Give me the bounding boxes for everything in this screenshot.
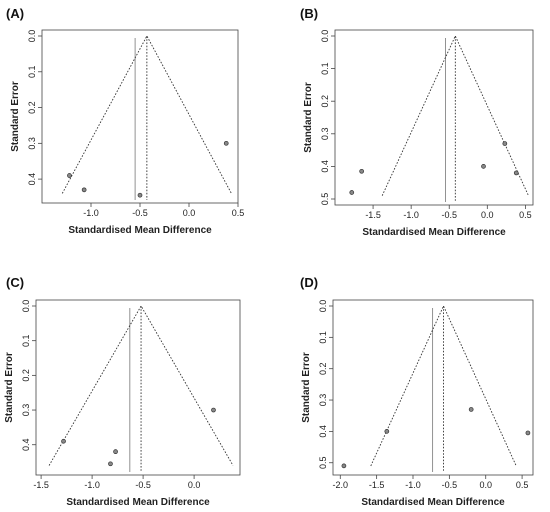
y-tick-label: 0.2 — [21, 369, 31, 382]
study-point — [61, 438, 66, 444]
x-tick-label: -1.0 — [405, 480, 421, 490]
study-point — [349, 190, 355, 195]
study-point — [211, 407, 216, 413]
study-point — [223, 140, 229, 146]
y-tick-label: 0.4 — [21, 438, 31, 451]
x-tick-label: 0.0 — [183, 208, 196, 218]
x-axis-title: Standardised Mean Difference — [68, 225, 212, 236]
funnel-boundary — [370, 304, 517, 467]
study-point — [67, 173, 72, 178]
y-tick-label: 0.3 — [318, 394, 328, 407]
x-tick-label: 0.0 — [481, 210, 494, 220]
y-tick-label: 0.0 — [27, 30, 37, 43]
study-point — [502, 141, 508, 146]
x-tick-label: -1.0 — [84, 480, 100, 490]
y-tick-label: 0.1 — [318, 331, 328, 344]
x-tick-label: -1.5 — [365, 210, 381, 220]
panel-label: (A) — [6, 6, 24, 21]
study-point — [481, 164, 486, 169]
y-tick-label: 0.4 — [27, 173, 37, 186]
x-tick-label: -1.5 — [33, 480, 49, 490]
x-axis-title: Standardised Mean Difference — [362, 227, 506, 238]
y-axis-title: Standard Error — [4, 352, 15, 423]
y-tick-label: 0.2 — [318, 362, 328, 375]
y-tick-label: 0.1 — [27, 66, 37, 79]
x-tick-label: -2.0 — [333, 480, 349, 490]
funnel-boundary — [48, 305, 234, 466]
x-axis-title: Standardised Mean Difference — [361, 497, 505, 508]
y-tick-label: 0.4 — [320, 160, 330, 173]
y-tick-label: 0.0 — [320, 30, 330, 43]
plot-frame — [334, 29, 534, 206]
study-point — [384, 429, 390, 434]
y-tick-label: 0.2 — [320, 95, 330, 108]
plot-frame — [35, 299, 241, 476]
x-axis-title: Standardised Mean Difference — [66, 497, 210, 508]
y-tick-label: 0.3 — [27, 137, 37, 150]
study-point — [108, 461, 113, 467]
panel-label: (B) — [300, 6, 318, 21]
plot-frame — [41, 29, 239, 204]
study-point — [468, 407, 474, 412]
y-tick-label: 0.0 — [21, 300, 31, 313]
study-point — [137, 192, 143, 198]
y-tick-label: 0.1 — [21, 334, 31, 347]
x-tick-label: 0.5 — [519, 210, 532, 220]
x-tick-label: -0.5 — [441, 210, 457, 220]
funnel-plot-panel-a: (A) -1.0 -0.5 0.0 0.5 0.0 0.1 0.2 0.3 0.4 Standard… — [6, 6, 244, 236]
y-tick-label: 0.5 — [320, 193, 330, 206]
y-axis-title: Standard Error — [10, 81, 21, 152]
funnel-boundary — [61, 35, 232, 194]
y-tick-label: 0.3 — [21, 404, 31, 417]
y-tick-label: 0.5 — [318, 456, 328, 469]
x-tick-label: 0.5 — [516, 480, 529, 490]
x-tick-label: 0.5 — [232, 208, 245, 218]
x-tick-label: -1.0 — [403, 210, 419, 220]
study-point — [341, 463, 347, 469]
y-tick-label: 0.3 — [320, 128, 330, 141]
study-point — [525, 430, 531, 436]
study-point — [113, 449, 118, 455]
funnel-plot-panel-c: (C) -1.5 -1.0 -0.5 0.0 0.0 0.1 0.2 0.3 0.4 Standar… — [4, 275, 241, 508]
plot-frame — [332, 299, 534, 476]
y-tick-label: 0.4 — [318, 425, 328, 438]
y-tick-label: 0.1 — [320, 62, 330, 75]
x-tick-label: -1.0 — [83, 208, 99, 218]
x-tick-label: 0.0 — [479, 480, 492, 490]
funnel-plot-panel-d: (D) -2.0 -1.5 -1.0 -0.5 0.0 0.5 0.0 0.1 0.2 0.3 0.4… — [300, 275, 534, 508]
x-tick-label: -1.5 — [369, 480, 385, 490]
study-point — [513, 170, 519, 176]
panel-label: (C) — [6, 275, 24, 290]
x-tick-label: -0.5 — [135, 480, 151, 490]
y-tick-label: 0.0 — [318, 300, 328, 313]
y-axis-title: Standard Error — [301, 352, 312, 423]
x-tick-label: -0.5 — [442, 480, 458, 490]
study-point — [81, 187, 87, 193]
y-axis-title: Standard Error — [303, 82, 314, 153]
study-point — [359, 168, 365, 174]
panel-label: (D) — [300, 275, 318, 290]
x-tick-label: -0.5 — [132, 208, 148, 218]
x-tick-label: 0.0 — [188, 480, 201, 490]
y-tick-label: 0.2 — [27, 101, 37, 114]
funnel-plot-panel-b: (B) -1.5 -1.0 -0.5 0.0 0.5 0.0 0.1 0.2 0.3 0.4 0.5 S… — [300, 6, 534, 238]
